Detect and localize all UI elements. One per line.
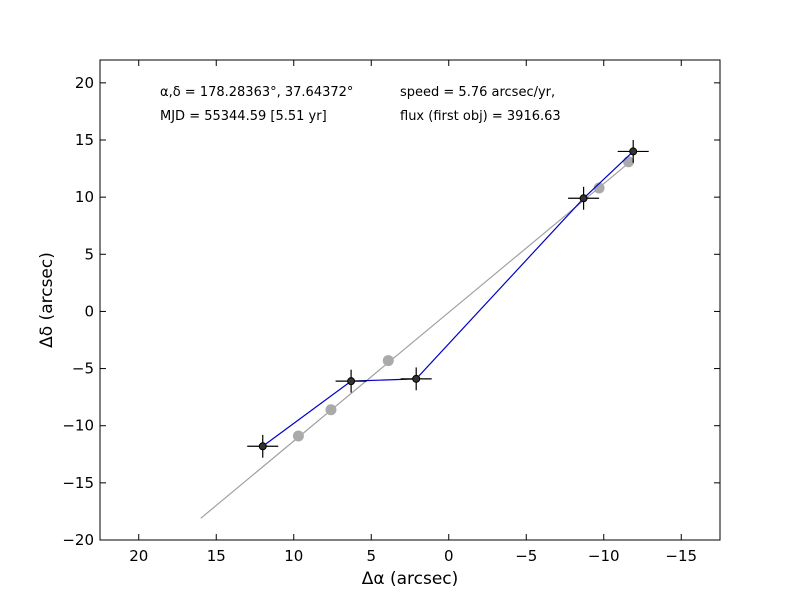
observed-point xyxy=(629,147,638,156)
annotation-flux: flux (first obj) = 3916.63 xyxy=(400,109,561,124)
model-point xyxy=(325,404,337,416)
x-tick-label: 0 xyxy=(444,547,454,565)
y-tick-label: −10 xyxy=(62,417,94,435)
annotation-radec: α,δ = 178.28363°, 37.64372° xyxy=(160,85,353,100)
y-tick-label: −5 xyxy=(72,360,94,378)
path-line xyxy=(262,150,634,447)
x-tick-label: −15 xyxy=(665,547,697,565)
model-point xyxy=(593,182,605,194)
y-tick-label: 15 xyxy=(75,131,94,149)
observed-points-layer xyxy=(247,140,649,458)
x-tick-label: −5 xyxy=(515,547,537,565)
x-tick-label: 15 xyxy=(207,547,226,565)
y-axis: 20 15 10 5 0 −5 −10 −15 −20 xyxy=(62,74,720,549)
model-point xyxy=(623,156,635,168)
annotation-speed: speed = 5.76 arcsec/yr, xyxy=(400,85,555,100)
x-axis-label: Δα (arcsec) xyxy=(362,569,459,589)
fit-line-layer xyxy=(200,160,633,519)
observed-point xyxy=(412,374,421,383)
y-tick-label: −15 xyxy=(62,474,94,492)
observed-point xyxy=(258,442,267,451)
y-tick-label: 0 xyxy=(84,302,94,320)
path-layer xyxy=(262,150,634,447)
model-point xyxy=(382,355,394,367)
model-point xyxy=(292,430,304,442)
x-axis: 20 15 10 5 0 −5 −10 −15 xyxy=(129,60,697,565)
x-tick-label: 5 xyxy=(366,547,376,565)
observed-point xyxy=(347,377,356,386)
x-tick-label: −10 xyxy=(588,547,620,565)
observed-point xyxy=(579,194,588,203)
fit-line xyxy=(200,160,633,519)
y-tick-label: 20 xyxy=(75,74,94,92)
y-tick-label: 10 xyxy=(75,188,94,206)
x-tick-label: 10 xyxy=(284,547,303,565)
x-tick-label: 20 xyxy=(129,547,148,565)
y-axis-label: Δδ (arcsec) xyxy=(37,252,57,348)
annotation-mjd: MJD = 55344.59 [5.51 yr] xyxy=(160,109,327,124)
y-tick-label: −20 xyxy=(62,531,94,549)
plot-frame xyxy=(99,59,721,541)
y-tick-label: 5 xyxy=(84,245,94,263)
